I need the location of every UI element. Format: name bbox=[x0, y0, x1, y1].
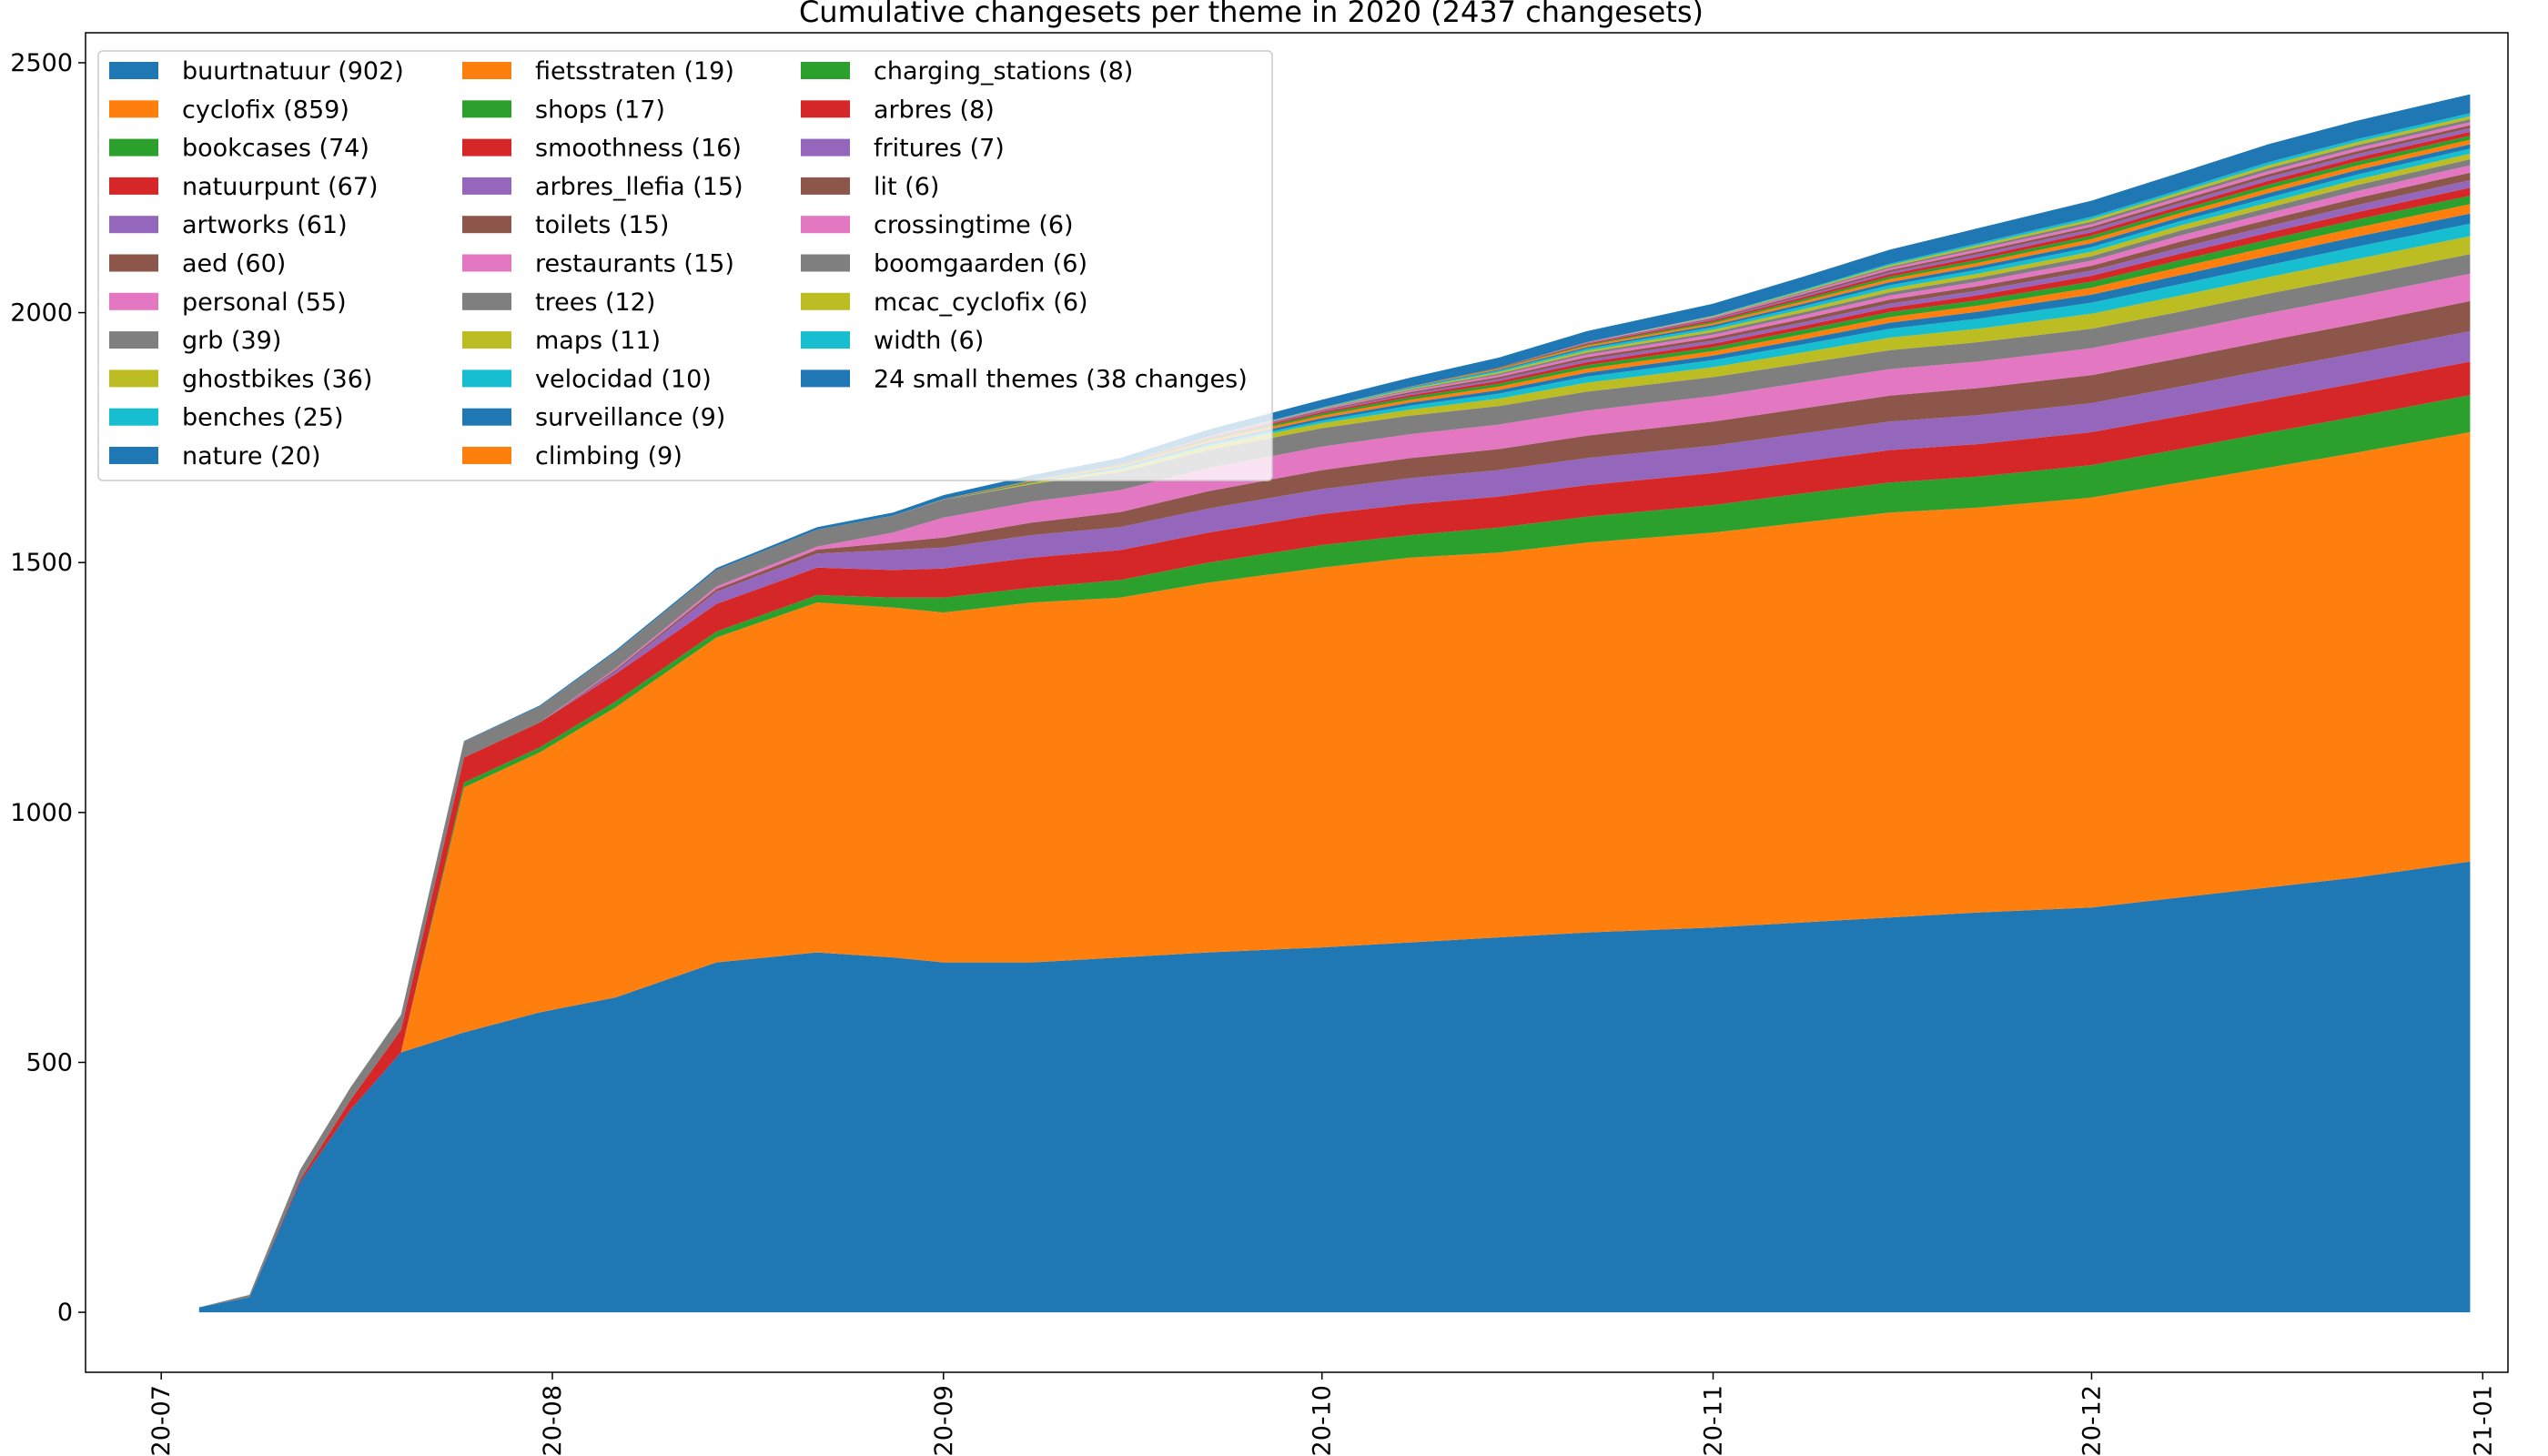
y-axis: 0 500 1000 1500 2000 2500 bbox=[10, 49, 86, 1327]
legend-swatch-21 bbox=[462, 447, 511, 464]
area-series-1 bbox=[198, 431, 2471, 1308]
legend-swatch-17 bbox=[462, 292, 511, 310]
legend-label-11: fietsstraten (19) bbox=[535, 57, 734, 86]
legend-swatch-14 bbox=[462, 177, 511, 195]
legend-label-26: crossingtime (6) bbox=[874, 211, 1074, 239]
x-axis: 2020-07 2020-08 2020-09 2020-10 2020-11 2020-… bbox=[147, 1372, 2497, 1456]
legend-swatch-5 bbox=[109, 254, 158, 272]
x-tick-label-0: 2020-07 bbox=[147, 1385, 176, 1456]
y-tick-label-5: 2500 bbox=[10, 49, 73, 77]
legend-label-13: smoothness (16) bbox=[535, 135, 742, 163]
legend-label-10: nature (20) bbox=[182, 442, 320, 470]
legend-swatch-8 bbox=[109, 369, 158, 388]
legend-swatch-24 bbox=[801, 138, 850, 157]
legend-label-17: trees (12) bbox=[535, 288, 655, 317]
legend-label-9: benches (25) bbox=[182, 404, 344, 432]
legend-label-7: grb (39) bbox=[182, 327, 281, 355]
legend-swatch-29 bbox=[801, 331, 850, 349]
legend-label-18: maps (11) bbox=[535, 327, 661, 355]
legend-swatch-19 bbox=[462, 369, 511, 388]
legend-swatch-10 bbox=[109, 447, 158, 464]
legend-label-22: charging_stations (8) bbox=[874, 57, 1133, 86]
legend-swatch-15 bbox=[462, 216, 511, 234]
legend-label-23: arbres (8) bbox=[874, 96, 995, 124]
legend-swatch-6 bbox=[109, 292, 158, 310]
legend-label-5: aed (60) bbox=[182, 250, 286, 278]
legend-swatch-23 bbox=[801, 100, 850, 118]
legend-swatch-18 bbox=[462, 331, 511, 349]
legend-label-30: 24 small themes (38 changes) bbox=[874, 365, 1248, 393]
legend-swatch-11 bbox=[462, 62, 511, 79]
plot-frame bbox=[85, 32, 2509, 1373]
legend-label-15: toilets (15) bbox=[535, 211, 669, 239]
legend-swatch-13 bbox=[462, 138, 511, 157]
legend-swatch-9 bbox=[109, 408, 158, 426]
legend-swatch-22 bbox=[801, 62, 850, 79]
y-tick-label-2: 1000 bbox=[10, 799, 73, 827]
legend-swatch-4 bbox=[109, 216, 158, 234]
x-tick-label-1: 2020-08 bbox=[539, 1385, 567, 1456]
legend-label-1: cyclofix (859) bbox=[182, 96, 349, 124]
legend-label-28: mcac_cyclofix (6) bbox=[874, 288, 1088, 317]
legend-label-16: restaurants (15) bbox=[535, 250, 734, 278]
x-tick-label-2: 2020-09 bbox=[930, 1385, 958, 1456]
area-series-3 bbox=[198, 361, 2471, 1308]
legend-swatch-16 bbox=[462, 254, 511, 272]
legend-swatch-3 bbox=[109, 177, 158, 195]
legend-swatch-26 bbox=[801, 216, 850, 234]
y-tick-label-3: 1500 bbox=[10, 549, 73, 577]
legend-label-0: buurtnatuur (902) bbox=[182, 57, 404, 86]
x-tick-label-6: 2021-01 bbox=[2469, 1385, 2497, 1456]
legend-swatch-20 bbox=[462, 408, 511, 426]
legend-label-4: artworks (61) bbox=[182, 211, 348, 239]
legend-swatch-12 bbox=[462, 100, 511, 118]
legend-label-25: lit (6) bbox=[874, 173, 939, 201]
legend-label-12: shops (17) bbox=[535, 96, 665, 124]
legend-swatch-28 bbox=[801, 292, 850, 310]
legend-swatch-25 bbox=[801, 177, 850, 195]
legend-label-8: ghostbikes (36) bbox=[182, 365, 372, 393]
legend-swatch-7 bbox=[109, 331, 158, 349]
x-tick-label-3: 2020-10 bbox=[1309, 1385, 1337, 1456]
legend-label-21: climbing (9) bbox=[535, 442, 682, 470]
legend-label-20: surveillance (9) bbox=[535, 404, 725, 432]
legend-label-2: bookcases (74) bbox=[182, 135, 369, 163]
y-tick-label-1: 500 bbox=[25, 1048, 73, 1077]
legend-label-24: fritures (7) bbox=[874, 135, 1005, 163]
legend-swatch-1 bbox=[109, 100, 158, 118]
legend-label-3: natuurpunt (67) bbox=[182, 173, 379, 201]
legend-swatch-27 bbox=[801, 254, 850, 272]
legend-swatch-2 bbox=[109, 138, 158, 157]
legend-label-27: boomgaarden (6) bbox=[874, 250, 1087, 278]
legend-box bbox=[97, 50, 1273, 481]
y-tick-label-4: 2000 bbox=[10, 299, 73, 328]
area-series-0 bbox=[198, 861, 2471, 1313]
stacked-areas bbox=[198, 94, 2471, 1313]
legend-label-6: personal (55) bbox=[182, 288, 347, 317]
y-tick-label-0: 0 bbox=[57, 1299, 73, 1327]
area-series-4 bbox=[198, 330, 2471, 1308]
x-tick-label-5: 2020-12 bbox=[2078, 1385, 2106, 1456]
legend-swatch-0 bbox=[109, 62, 158, 79]
x-tick-label-4: 2020-11 bbox=[1700, 1385, 1728, 1456]
legend-swatch-30 bbox=[801, 369, 850, 388]
legend-label-14: arbres_llefia (15) bbox=[535, 173, 743, 201]
chart-title: Cumulative changesets per theme in 2020 … bbox=[799, 0, 1704, 29]
legend: buurtnatuur (902) cyclofix (859) bookcases… bbox=[97, 50, 1273, 481]
legend-label-19: velocidad (10) bbox=[535, 365, 712, 393]
legend-label-29: width (6) bbox=[874, 327, 984, 355]
